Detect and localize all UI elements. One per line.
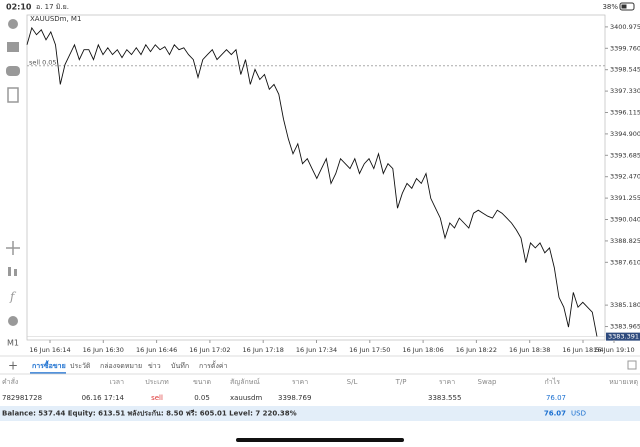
x-tick-label: 16 Jun 18:38 [509,346,550,354]
x-tick-label: 16 Jun 17:18 [243,346,284,354]
trade-icon[interactable] [7,42,19,52]
x-tick-label: 16 Jun 19:10 [593,346,634,354]
column-header: T/P [395,378,407,386]
x-tick-label: 16 Jun 17:02 [189,346,230,354]
x-tick-label: 16 Jun 16:30 [83,346,124,354]
battery-text: 38% [602,3,618,11]
tab[interactable]: การซื้อขาย [32,359,66,370]
column-header: ราคา [292,378,308,386]
column-header: กำไร [545,377,561,386]
column-header: เวลา [109,378,124,386]
x-tick-label: 16 Jun 16:46 [136,346,177,354]
y-tick-label: 3398.545 [610,66,640,74]
table-cell: 76.07 [546,394,566,402]
table-cell: 06.16 17:14 [82,394,125,402]
x-tick-label: 16 Jun 17:50 [349,346,390,354]
status-date: อ. 17 มิ.ย. [36,3,69,11]
table-cell: 0.05 [194,394,210,402]
y-tick-label: 3391.255 [610,194,640,202]
tab[interactable]: กล่องจดหมาย [100,362,142,370]
battery-icon [619,2,635,11]
layout-icon[interactable] [627,360,637,370]
sell-label: sell 0.05 [29,59,57,67]
summary-text: Balance: 537.44 Equity: 613.51 พลังประกั… [2,410,297,418]
y-tick-label: 3399.760 [610,44,640,52]
table-cell: 782981728 [2,394,42,402]
y-tick-label: 3390.040 [610,216,640,224]
y-tick-label: 3393.685 [610,151,640,159]
y-tick-label: 3396.115 [610,109,640,117]
table-cell: 3398.769 [278,394,311,402]
tab[interactable]: ประวัติ [70,362,91,370]
y-tick-label: 3400.975 [610,23,640,31]
trade-table: คำสั่ง เวลา ประเภท ขนาด สัญลักษณ์ ราคา S/L T/P ร… [2,377,638,402]
summary-profit: 76.07 [544,410,566,418]
candles-icon[interactable] [8,267,11,276]
new-order-icon[interactable] [7,87,19,103]
current-price-label: 3383.391 [608,333,639,341]
y-tick-label: 3387.610 [610,258,640,266]
column-header: Swap [478,378,497,386]
price-line [26,26,598,337]
battery-level [621,4,627,9]
tab[interactable]: บันทึก [171,361,189,370]
summary-bar [0,406,640,421]
add-button[interactable]: + [8,359,18,373]
table-cell: 3383.555 [428,394,461,402]
indicator-icon[interactable]: f [9,290,17,304]
x-tick-label: 16 Jun 18:06 [402,346,443,354]
column-header: ประเภท [145,378,169,386]
column-header: ขนาด [193,378,211,386]
tabs: การซื้อขาย ประวัติ กล่องจดหมาย ข่าว บันทึก กา… [30,359,228,374]
tab[interactable]: การตั้งค่า [199,359,228,370]
column-header: คำสั่ง [2,377,18,386]
summary-currency: USD [571,410,586,418]
y-tick-label: 3383.965 [610,323,640,331]
chat-icon[interactable] [6,66,20,76]
objects-icon[interactable] [8,316,18,326]
column-header: หมายเหตุ [609,378,638,386]
x-tick-label: 16 Jun 17:34 [296,346,337,354]
x-tick-label: 16 Jun 18:54 [562,346,603,354]
x-tick-label: 16 Jun 18:22 [456,346,497,354]
table-cell: sell [151,394,163,402]
timeframe-button[interactable]: M1 [7,339,19,348]
column-header: สัญลักษณ์ [230,378,260,386]
crosshair-icon[interactable] [6,241,20,255]
tab[interactable]: ข่าว [148,362,161,370]
candles-icon-2 [14,269,17,276]
current-price-box [606,332,640,341]
y-tick-label: 3388.825 [610,237,640,245]
account-icon[interactable] [8,19,18,29]
status-time: 02:10 [6,3,32,12]
y-tick-label: 3392.470 [610,173,640,181]
column-header: S/L [347,378,358,386]
x-tick-label: 16 Jun 16:14 [29,346,70,354]
chart-plot: 3400.975 3399.760 3398.545 3397.330 3396.115… [26,23,640,354]
y-tick-label: 3385.180 [610,301,640,309]
home-indicator [236,438,404,442]
y-tick-label: 3397.330 [610,87,640,95]
table-cell: xauusdm [230,394,262,402]
toolbar: f [6,19,20,326]
column-header: ราคา [439,378,455,386]
y-tick-label: 3394.900 [610,130,640,138]
chart-symbol: XAUUSDm, M1 [30,15,81,23]
